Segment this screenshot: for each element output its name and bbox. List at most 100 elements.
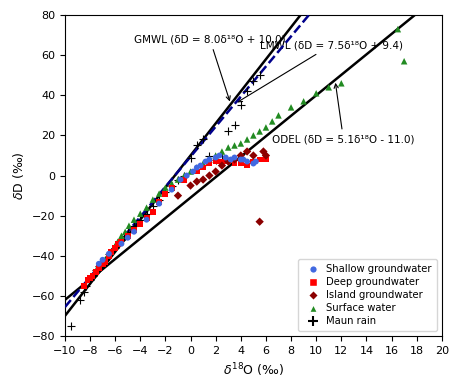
- Point: [114, 239, 121, 245]
- Point: [218, 158, 225, 165]
- Point: [193, 179, 200, 185]
- Point: [76, 297, 84, 303]
- Point: [199, 165, 207, 171]
- Point: [255, 218, 263, 225]
- Point: [249, 158, 257, 165]
- Point: [99, 259, 106, 265]
- Point: [218, 152, 225, 159]
- Point: [236, 160, 244, 167]
- Point: [155, 199, 162, 205]
- Point: [99, 257, 106, 263]
- Point: [111, 245, 118, 251]
- Point: [107, 249, 115, 255]
- Point: [249, 160, 257, 167]
- Text: ODEL (δD = 5.1δ¹⁸O - 11.0): ODEL (δD = 5.1δ¹⁸O - 11.0): [272, 84, 414, 144]
- Point: [125, 223, 132, 229]
- Point: [255, 156, 263, 163]
- Point: [118, 241, 125, 247]
- Point: [205, 156, 213, 163]
- Point: [130, 223, 137, 229]
- Point: [107, 249, 115, 255]
- Point: [124, 229, 131, 235]
- Point: [243, 88, 250, 94]
- Point: [287, 104, 294, 110]
- Point: [186, 168, 194, 175]
- Point: [82, 283, 90, 289]
- X-axis label: $\delta^{18}$O (‰): $\delta^{18}$O (‰): [222, 361, 283, 379]
- Point: [202, 158, 209, 165]
- Point: [268, 118, 275, 124]
- Point: [274, 112, 281, 119]
- Point: [262, 156, 269, 163]
- Point: [114, 241, 121, 247]
- Point: [249, 78, 257, 84]
- Point: [243, 162, 250, 168]
- Point: [118, 237, 125, 243]
- Point: [105, 253, 112, 259]
- Point: [95, 265, 102, 271]
- Point: [136, 221, 144, 227]
- Point: [155, 200, 162, 207]
- Point: [259, 148, 267, 154]
- Point: [107, 249, 115, 255]
- Point: [111, 243, 118, 249]
- Point: [196, 162, 204, 168]
- Point: [230, 154, 238, 161]
- Point: [224, 144, 231, 151]
- Point: [255, 72, 263, 78]
- Point: [149, 202, 156, 209]
- Point: [230, 160, 238, 167]
- Point: [262, 124, 269, 131]
- Point: [168, 183, 175, 189]
- Point: [124, 235, 131, 241]
- Point: [136, 211, 144, 217]
- Point: [180, 172, 188, 179]
- Legend: Shallow groundwater, Deep groundwater, Island groundwater, Surface water, Maun r: Shallow groundwater, Deep groundwater, I…: [298, 259, 436, 331]
- Point: [224, 128, 231, 135]
- Point: [224, 158, 231, 165]
- Point: [249, 132, 257, 138]
- Point: [222, 154, 229, 161]
- Point: [230, 156, 238, 163]
- Point: [205, 172, 213, 179]
- Point: [212, 154, 219, 161]
- Point: [239, 156, 246, 163]
- Point: [393, 26, 401, 32]
- Point: [96, 261, 104, 267]
- Point: [400, 58, 407, 64]
- Point: [176, 176, 184, 183]
- Point: [168, 186, 175, 193]
- Point: [183, 172, 190, 179]
- Point: [224, 158, 231, 165]
- Point: [92, 267, 100, 273]
- Point: [236, 152, 244, 159]
- Point: [243, 136, 250, 143]
- Point: [218, 162, 225, 168]
- Point: [174, 176, 181, 183]
- Point: [186, 183, 194, 189]
- Point: [199, 136, 207, 143]
- Point: [212, 152, 219, 159]
- Point: [143, 215, 150, 221]
- Point: [92, 269, 100, 275]
- Point: [89, 273, 96, 279]
- Point: [92, 267, 100, 273]
- Point: [299, 98, 307, 105]
- Point: [312, 90, 319, 96]
- Point: [243, 158, 250, 165]
- Point: [124, 232, 131, 239]
- Point: [205, 160, 213, 167]
- Point: [149, 197, 156, 203]
- Point: [193, 168, 200, 175]
- Point: [95, 261, 102, 267]
- Point: [86, 275, 94, 281]
- Point: [105, 251, 112, 257]
- Point: [199, 176, 207, 183]
- Point: [189, 168, 196, 175]
- Point: [84, 277, 91, 283]
- Point: [130, 227, 137, 233]
- Point: [136, 216, 144, 223]
- Point: [67, 323, 75, 329]
- Point: [105, 253, 112, 259]
- Point: [218, 148, 225, 154]
